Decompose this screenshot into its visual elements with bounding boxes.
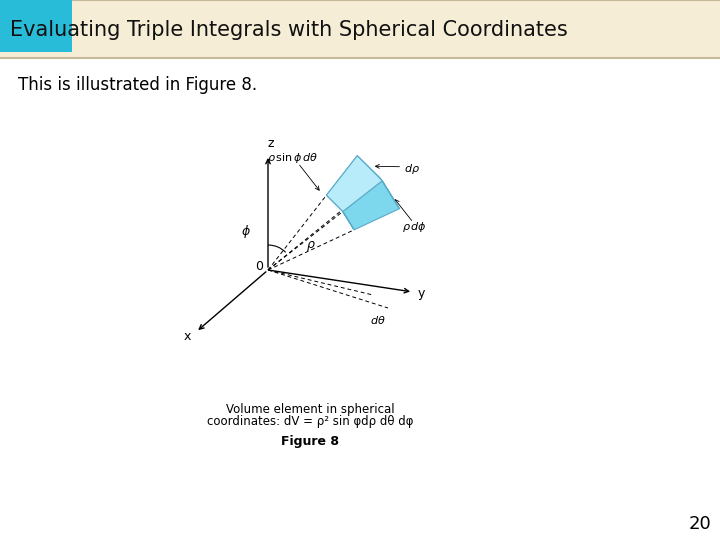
Polygon shape — [326, 156, 381, 210]
Text: coordinates: dV = ρ² sin φdρ dθ dφ: coordinates: dV = ρ² sin φdρ dθ dφ — [207, 415, 413, 429]
Text: x: x — [184, 330, 191, 343]
Bar — [0, 0, 72, 52]
Text: y: y — [418, 287, 426, 300]
Text: Figure 8: Figure 8 — [281, 435, 339, 449]
Bar — [0, 0, 720, 58]
Text: This is illustrated in Figure 8.: This is illustrated in Figure 8. — [18, 76, 257, 94]
Text: $\phi$: $\phi$ — [241, 224, 251, 240]
Text: $\rho$: $\rho$ — [305, 239, 315, 253]
Text: Volume element in spherical: Volume element in spherical — [225, 403, 395, 416]
Polygon shape — [357, 156, 400, 209]
Text: $d\rho$: $d\rho$ — [404, 161, 420, 176]
Polygon shape — [343, 181, 400, 230]
Text: 0: 0 — [255, 260, 263, 273]
Text: 20: 20 — [688, 515, 711, 533]
Text: z: z — [268, 137, 274, 150]
Polygon shape — [326, 195, 354, 230]
Text: $d\theta$: $d\theta$ — [370, 314, 386, 326]
Text: Evaluating Triple Integrals with Spherical Coordinates: Evaluating Triple Integrals with Spheric… — [10, 20, 568, 40]
Text: $\rho\,\sin\phi\,d\theta$: $\rho\,\sin\phi\,d\theta$ — [267, 151, 319, 165]
Text: $\rho\,d\phi$: $\rho\,d\phi$ — [402, 220, 427, 234]
Polygon shape — [326, 156, 382, 212]
